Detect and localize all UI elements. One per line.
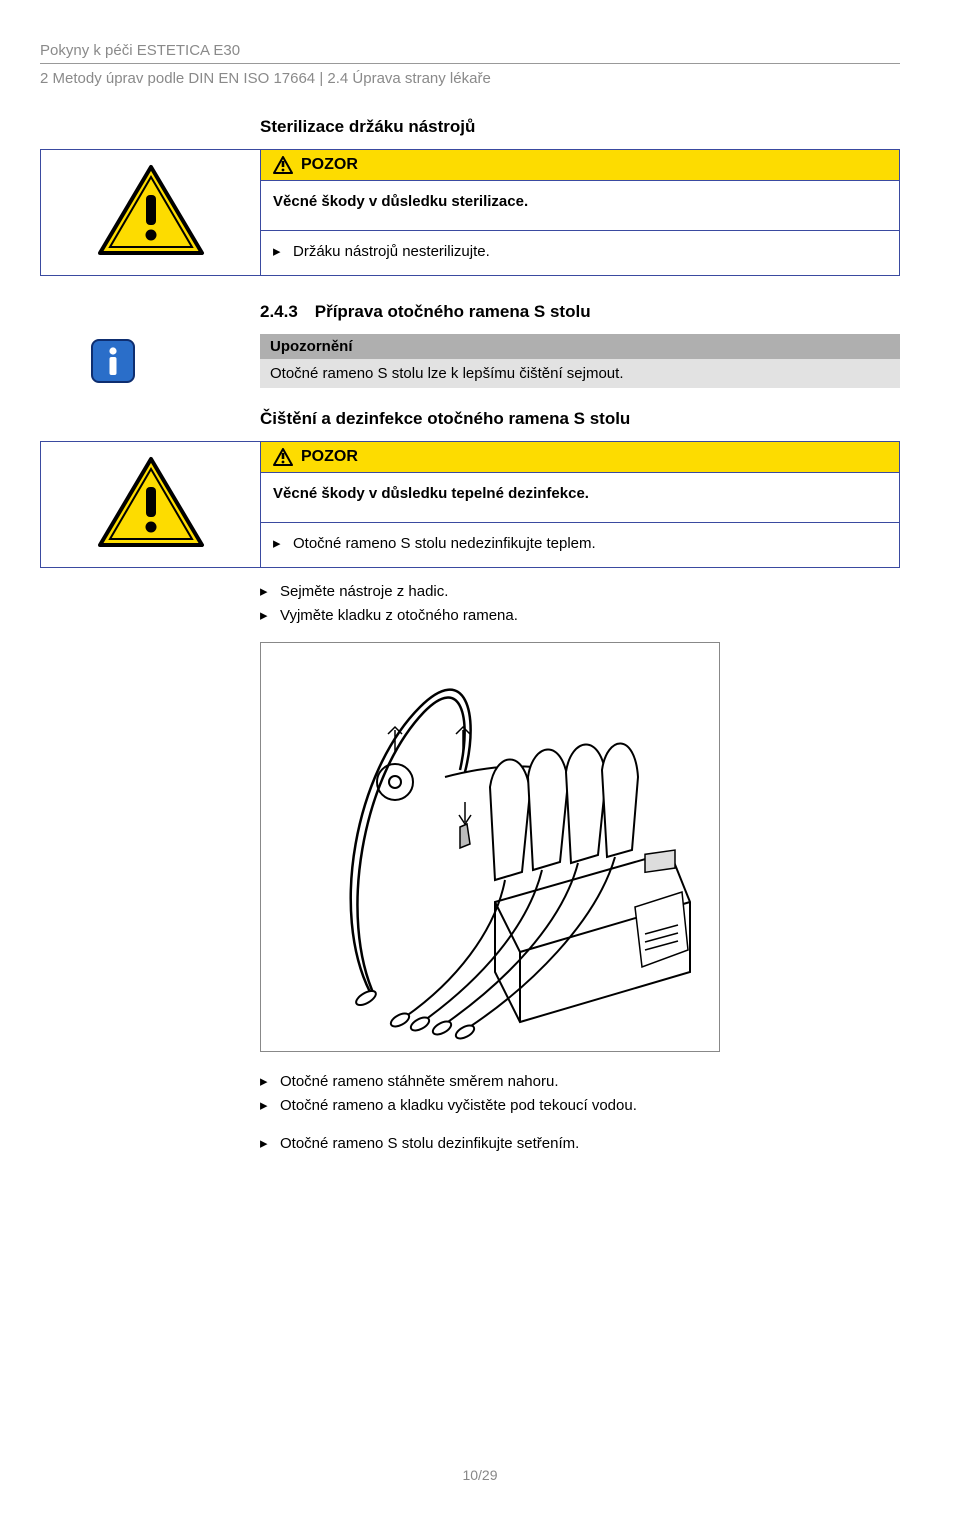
bullet-list-1: ▸ Sejměte nástroje z hadic. ▸ Vyjměte kl…	[260, 580, 900, 628]
bullet-list-2: ▸ Otočné rameno stáhněte směrem nahoru. …	[260, 1070, 900, 1118]
caution-bold-line: Věcné škody v důsledku tepelné dezinfekc…	[273, 483, 887, 506]
list-item: ▸ Vyjměte kladku z otočného ramena.	[260, 604, 900, 628]
info-box: Upozornění Otočné rameno S stolu lze k l…	[40, 334, 900, 389]
section-title-1: Sterilizace držáku nástrojů	[260, 117, 900, 137]
list-item: ▸ Otočné rameno a kladku vyčistěte pod t…	[260, 1094, 900, 1118]
instrument-holder-diagram	[270, 652, 710, 1042]
list-item: ▸ Otočné rameno S stolu dezinfikujte set…	[260, 1132, 900, 1156]
info-title: Upozornění	[260, 334, 900, 359]
caution-bullet-text: Otočné rameno S stolu nedezinfikujte tep…	[293, 533, 596, 556]
caution-bar: POZOR	[261, 442, 899, 473]
caution-icon-cell	[41, 150, 261, 276]
page-header: Pokyny k péči ESTETICA E30 2 Metody úpra…	[40, 40, 900, 89]
info-icon-cell	[40, 334, 260, 389]
caution-small-triangle-icon	[273, 156, 293, 174]
caution-text-bold: Věcné škody v důsledku sterilizace.	[261, 181, 899, 231]
bullet-marker: ▸	[260, 1132, 280, 1156]
caution-text-bullet: ▸ Držáku nástrojů nesterilizujte.	[261, 231, 899, 276]
bullet-marker: ▸	[273, 241, 293, 264]
caution-label: POZOR	[301, 448, 358, 466]
subsection-title: Příprava otočného ramena S stolu	[315, 302, 591, 321]
bullet-marker: ▸	[260, 1070, 280, 1094]
caution-label: POZOR	[301, 156, 358, 174]
list-item: ▸ Otočné rameno stáhněte směrem nahoru.	[260, 1070, 900, 1094]
bullet-list-3: ▸ Otočné rameno S stolu dezinfikujte set…	[260, 1132, 900, 1156]
bullet-marker: ▸	[260, 604, 280, 628]
bullet-marker: ▸	[273, 533, 293, 556]
caution-bullet-text: Držáku nástrojů nesterilizujte.	[293, 241, 490, 264]
info-body: Upozornění Otočné rameno S stolu lze k l…	[260, 334, 900, 389]
bullet-text: Otočné rameno a kladku vyčistěte pod tek…	[280, 1094, 637, 1118]
bullet-text: Sejměte nástroje z hadic.	[280, 580, 448, 604]
header-line-2: 2 Metody úprav podle DIN EN ISO 17664 | …	[40, 68, 900, 89]
subsection-heading: 2.4.3 Příprava otočného ramena S stolu	[260, 302, 900, 322]
caution-bar: POZOR	[261, 150, 899, 181]
illustration-instrument-holder	[260, 642, 720, 1052]
subsection-number: 2.4.3	[260, 302, 310, 322]
caution-text-bold: Věcné škody v důsledku tepelné dezinfekc…	[261, 473, 899, 523]
caution-icon-cell	[41, 442, 261, 568]
info-text: Otočné rameno S stolu lze k lepšímu čišt…	[260, 359, 900, 388]
caution-box-2: POZOR Věcné škody v důsledku tepelné dez…	[40, 441, 900, 568]
bullet-text: Otočné rameno S stolu dezinfikujte setře…	[280, 1132, 579, 1156]
list-item: ▸ Sejměte nástroje z hadic.	[260, 580, 900, 604]
main-content: Sterilizace držáku nástrojů	[260, 117, 900, 1156]
header-rule	[40, 63, 900, 64]
bullet-text: Vyjměte kladku z otočného ramena.	[280, 604, 518, 628]
caution-small-triangle-icon	[273, 448, 293, 466]
header-line-1: Pokyny k péči ESTETICA E30	[40, 40, 900, 61]
warning-triangle-icon	[96, 455, 206, 550]
caution-box-1: POZOR Věcné škody v důsledku sterilizace…	[40, 149, 900, 276]
warning-triangle-icon	[96, 163, 206, 258]
section-title-2: Čištění a dezinfekce otočného ramena S s…	[260, 409, 900, 429]
bullet-marker: ▸	[260, 1094, 280, 1118]
bullet-marker: ▸	[260, 580, 280, 604]
page: Pokyny k péči ESTETICA E30 2 Metody úpra…	[0, 0, 960, 1513]
bullet-text: Otočné rameno stáhněte směrem nahoru.	[280, 1070, 558, 1094]
caution-bold-line: Věcné škody v důsledku sterilizace.	[273, 191, 887, 214]
page-footer: 10/29	[0, 1467, 960, 1483]
caution-text-bullet: ▸ Otočné rameno S stolu nedezinfikujte t…	[261, 523, 899, 568]
info-icon	[90, 338, 136, 384]
